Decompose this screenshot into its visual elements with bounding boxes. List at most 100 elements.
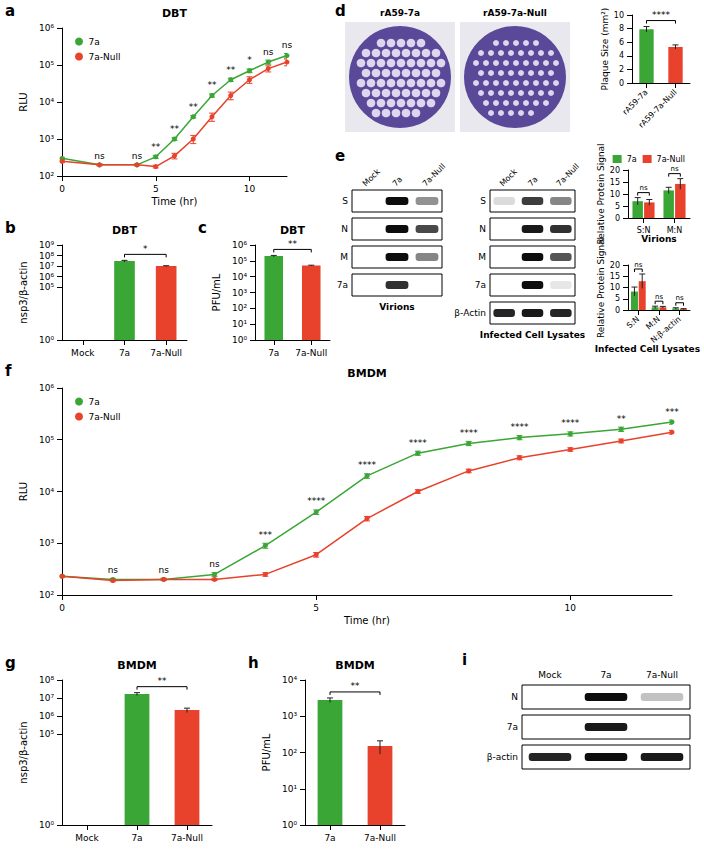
svg-text:i: i: [462, 651, 467, 669]
svg-text:10⁴: 10⁴: [39, 97, 54, 107]
svg-text:***: ***: [665, 407, 679, 417]
svg-text:10³: 10³: [282, 711, 297, 721]
svg-text:7a: 7a: [119, 348, 130, 358]
svg-text:7a-Null: 7a-Null: [421, 162, 447, 188]
svg-text:g: g: [5, 654, 16, 672]
svg-text:7a: 7a: [526, 175, 539, 188]
svg-text:10³: 10³: [232, 288, 247, 298]
svg-text:10²: 10²: [232, 303, 247, 313]
svg-text:10⁸: 10⁸: [39, 675, 54, 685]
svg-text:7a-Null: 7a-Null: [171, 833, 203, 843]
svg-text:10¹: 10¹: [232, 319, 247, 329]
svg-text:Time (hr): Time (hr): [343, 615, 390, 626]
svg-text:BMDM: BMDM: [335, 659, 374, 672]
svg-text:0: 0: [615, 214, 620, 223]
svg-text:0: 0: [59, 603, 65, 613]
svg-text:10: 10: [610, 283, 620, 292]
svg-text:Plaque Size (mm²): Plaque Size (mm²): [600, 8, 610, 91]
svg-text:ns: ns: [639, 184, 647, 192]
svg-text:10⁰: 10⁰: [232, 335, 247, 345]
svg-text:7a-Null: 7a-Null: [150, 348, 182, 358]
svg-text:7a: 7a: [89, 37, 100, 47]
svg-text:Mock: Mock: [361, 167, 382, 188]
svg-text:7a: 7a: [391, 175, 404, 188]
svg-text:BMDM: BMDM: [117, 659, 156, 672]
svg-text:ns: ns: [108, 565, 119, 575]
svg-text:ns: ns: [263, 47, 274, 57]
svg-text:7a: 7a: [600, 670, 611, 680]
svg-text:7a: 7a: [131, 833, 142, 843]
svg-text:Mock: Mock: [71, 348, 95, 358]
svg-text:10⁰: 10⁰: [282, 820, 297, 830]
svg-text:7a: 7a: [627, 155, 637, 164]
svg-text:****: ****: [652, 10, 671, 20]
svg-text:b: b: [5, 219, 16, 237]
svg-text:10²: 10²: [282, 748, 297, 758]
svg-text:7a-Null: 7a-Null: [657, 155, 685, 164]
svg-text:β-actin: β-actin: [487, 752, 518, 762]
svg-text:10⁸: 10⁸: [39, 251, 54, 261]
svg-text:8: 8: [619, 24, 624, 33]
svg-text:10: 10: [610, 190, 620, 199]
svg-text:7a: 7a: [89, 397, 100, 407]
svg-text:rA59-7a: rA59-7a: [621, 88, 650, 117]
svg-text:DBT: DBT: [280, 224, 306, 237]
svg-text:Virions: Virions: [641, 234, 676, 244]
svg-text:****: ****: [460, 428, 479, 438]
svg-text:10⁹: 10⁹: [39, 240, 54, 250]
svg-text:Mock: Mock: [75, 833, 99, 843]
svg-text:ns: ns: [670, 165, 678, 173]
svg-text:**: **: [617, 414, 627, 424]
svg-text:5: 5: [313, 603, 319, 613]
svg-text:e: e: [335, 147, 345, 165]
svg-text:ns: ns: [282, 40, 293, 50]
svg-text:S: S: [342, 196, 348, 206]
svg-text:10⁶: 10⁶: [39, 711, 54, 721]
svg-text:d: d: [335, 2, 346, 20]
svg-text:6: 6: [619, 38, 624, 47]
svg-text:20: 20: [610, 261, 620, 270]
svg-text:**: **: [351, 681, 361, 691]
svg-text:Mock: Mock: [498, 167, 519, 188]
svg-text:RLU: RLU: [18, 482, 29, 501]
svg-text:7a-Null: 7a-Null: [646, 670, 678, 680]
svg-text:4: 4: [619, 51, 624, 60]
svg-text:Virions: Virions: [379, 302, 414, 312]
svg-text:c: c: [198, 219, 207, 237]
svg-text:10⁶: 10⁶: [39, 383, 54, 393]
svg-text:**: **: [158, 676, 168, 686]
svg-text:****: ****: [409, 438, 428, 448]
svg-text:nsp3/β-actin: nsp3/β-actin: [18, 261, 29, 323]
svg-text:7a: 7a: [268, 348, 279, 358]
svg-text:S:N: S:N: [625, 315, 641, 331]
svg-text:10¹: 10¹: [282, 784, 297, 794]
svg-text:****: ****: [358, 460, 377, 470]
svg-text:10⁰: 10⁰: [39, 335, 54, 345]
svg-text:PFU/mL: PFU/mL: [211, 273, 222, 311]
svg-text:5: 5: [615, 202, 620, 211]
svg-text:****: ****: [561, 418, 580, 428]
svg-text:10⁴: 10⁴: [39, 487, 54, 497]
svg-text:10³: 10³: [39, 538, 54, 548]
svg-text:10⁵: 10⁵: [232, 256, 247, 266]
svg-text:**: **: [189, 102, 199, 112]
svg-text:RLU: RLU: [18, 92, 29, 111]
svg-text:DBT: DBT: [162, 7, 188, 20]
svg-text:10: 10: [244, 184, 256, 194]
svg-text:a: a: [5, 2, 15, 20]
svg-text:10: 10: [565, 603, 577, 613]
svg-text:10⁵: 10⁵: [39, 60, 54, 70]
svg-text:7a-Null: 7a-Null: [364, 833, 396, 843]
svg-text:h: h: [248, 654, 259, 672]
svg-text:10⁴: 10⁴: [232, 272, 247, 282]
svg-text:M: M: [478, 252, 486, 262]
svg-text:10⁵: 10⁵: [39, 435, 54, 445]
svg-text:15: 15: [610, 178, 620, 187]
svg-text:ns: ns: [655, 293, 663, 301]
svg-text:10⁶: 10⁶: [39, 272, 54, 282]
svg-text:10²: 10²: [39, 171, 54, 181]
svg-text:S: S: [480, 196, 486, 206]
svg-text:ns: ns: [634, 261, 642, 269]
svg-text:7a-Null: 7a-Null: [89, 412, 121, 422]
svg-text:7a: 7a: [475, 280, 486, 290]
